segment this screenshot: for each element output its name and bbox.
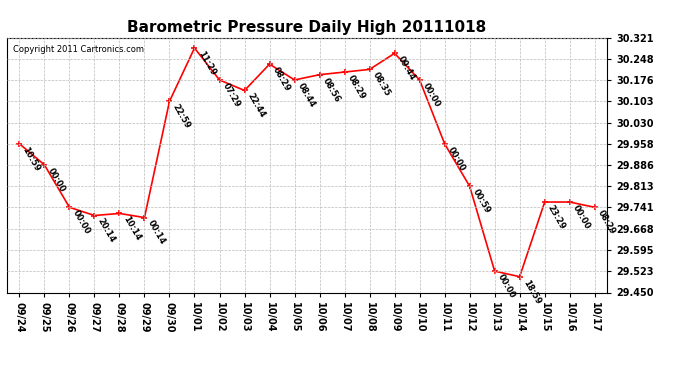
Text: 08:29: 08:29 [271,66,292,93]
Text: 00:00: 00:00 [571,203,592,231]
Text: 10:59: 10:59 [21,145,42,173]
Text: 09:44: 09:44 [396,55,417,82]
Text: 00:14: 00:14 [146,219,167,246]
Text: 22:59: 22:59 [171,103,192,130]
Text: 00:59: 00:59 [471,188,492,215]
Text: 20:14: 20:14 [96,217,117,244]
Text: 10:14: 10:14 [121,215,142,243]
Text: 08:35: 08:35 [371,71,392,98]
Text: 00:00: 00:00 [496,273,517,300]
Text: 11:29: 11:29 [196,50,217,77]
Text: 00:00: 00:00 [421,81,442,109]
Text: Copyright 2011 Cartronics.com: Copyright 2011 Cartronics.com [13,45,144,54]
Text: 22:44: 22:44 [246,92,267,120]
Text: 18:59: 18:59 [521,278,542,306]
Text: 00:00: 00:00 [446,145,467,172]
Text: 08:29: 08:29 [346,74,367,101]
Text: 07:29: 07:29 [221,81,242,109]
Text: 08:44: 08:44 [296,81,317,109]
Text: 08:29: 08:29 [596,209,617,236]
Text: 08:56: 08:56 [321,76,342,104]
Text: 00:00: 00:00 [46,166,67,194]
Text: 00:00: 00:00 [71,209,92,236]
Text: 23:29: 23:29 [546,203,567,231]
Title: Barometric Pressure Daily High 20111018: Barometric Pressure Daily High 20111018 [128,20,486,35]
